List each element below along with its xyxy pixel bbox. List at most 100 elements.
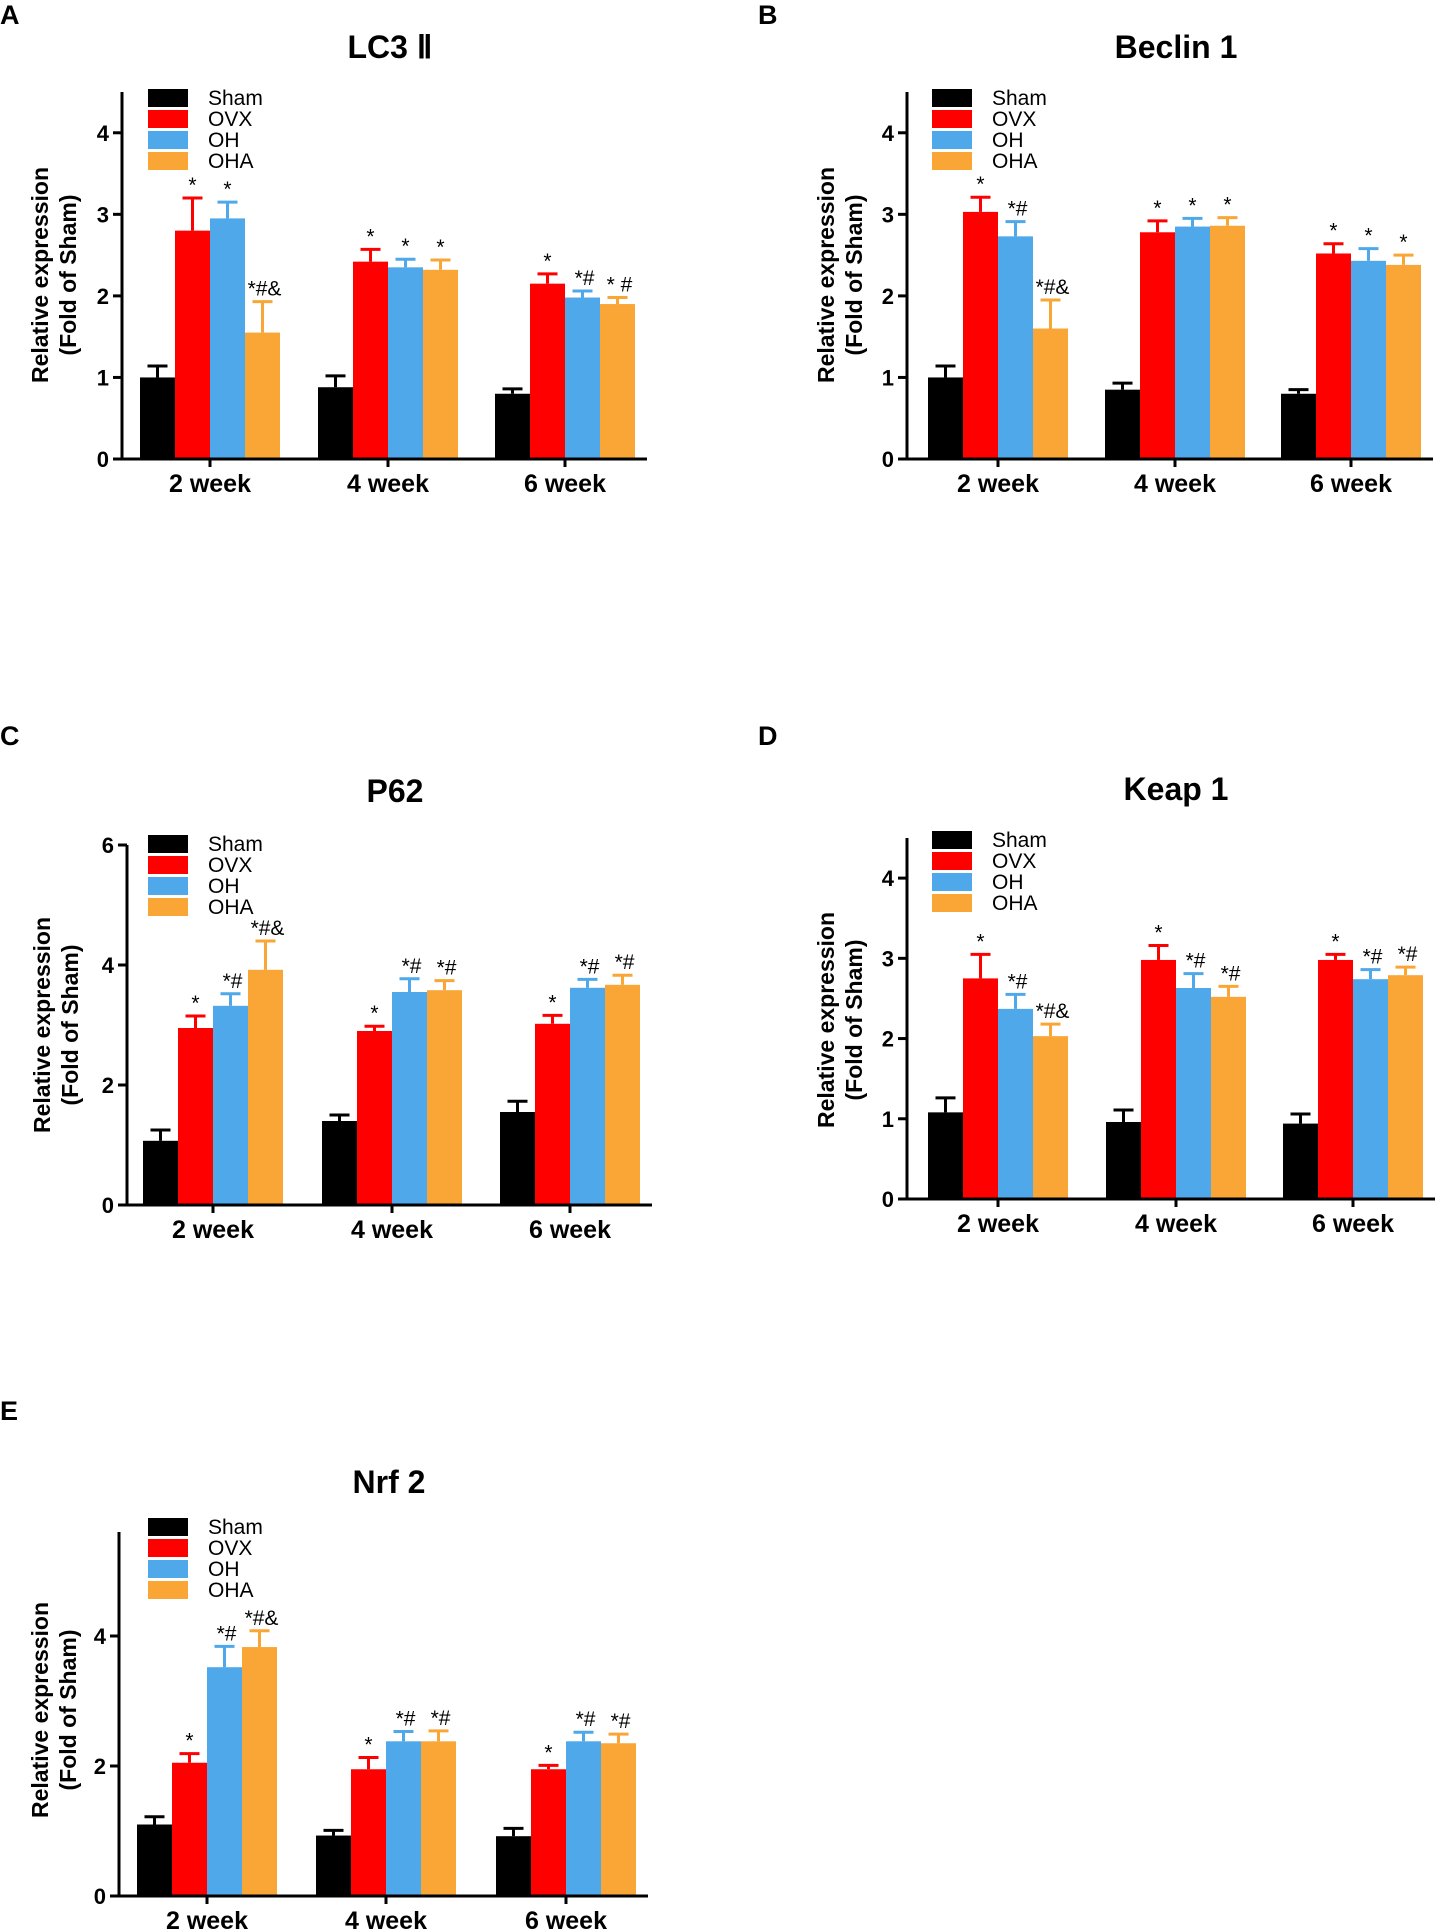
chart-title: Beclin 1 xyxy=(1115,29,1238,65)
significance-label: * xyxy=(1329,220,1337,243)
y-tick-label: 4 xyxy=(97,121,110,146)
y-tick-label: 0 xyxy=(94,1884,106,1909)
significance-label: *#& xyxy=(1036,276,1070,299)
x-tick-label: 6 week xyxy=(525,1907,607,1929)
legend-label-oh: OH xyxy=(992,871,1024,894)
bar-oha-2 xyxy=(1210,225,1245,459)
bar-sham-3 xyxy=(1281,393,1316,459)
legend-label-ovx: OVX xyxy=(992,108,1036,131)
y-tick-label: 0 xyxy=(97,447,109,472)
legend-swatch-oh xyxy=(148,1560,188,1578)
x-tick-label: 4 week xyxy=(1134,470,1216,498)
legend-swatch-ovx xyxy=(932,852,972,870)
legend-label-oh: OH xyxy=(208,1558,240,1581)
significance-label: * xyxy=(1154,921,1162,944)
y-axis-label-line1: Relative expression xyxy=(813,912,839,1128)
legend-label-oh: OH xyxy=(992,129,1024,152)
chart-title: Nrf 2 xyxy=(353,1464,426,1500)
x-tick-label: 2 week xyxy=(957,470,1039,498)
significance-label: * xyxy=(191,992,199,1015)
legend-label-oha: OHA xyxy=(208,1579,254,1602)
significance-label: *#& xyxy=(251,917,285,940)
bar-oha-2 xyxy=(423,269,458,459)
y-axis-label-line2: (Fold of Sham) xyxy=(841,940,867,1101)
significance-label: * xyxy=(548,991,556,1014)
bar-oh-2 xyxy=(392,992,427,1205)
x-tick-label: 4 week xyxy=(1135,1210,1217,1238)
significance-label: * xyxy=(188,174,196,197)
chart-title: P62 xyxy=(367,773,424,809)
bar-ovx-1 xyxy=(172,1762,207,1896)
significance-label: * xyxy=(543,250,551,273)
significance-label: *#& xyxy=(1036,1000,1070,1023)
significance-label: *# xyxy=(431,1707,451,1730)
bar-oh-1 xyxy=(213,1005,248,1205)
bar-oh-3 xyxy=(1351,260,1386,459)
significance-label: *# xyxy=(223,970,243,993)
legend-swatch-ovx xyxy=(932,110,972,128)
bar-oha-3 xyxy=(1388,975,1423,1199)
y-tick-label: 2 xyxy=(102,1073,114,1098)
legend-label-ovx: OVX xyxy=(208,108,252,131)
bar-oh-3 xyxy=(566,1741,601,1896)
legend-swatch-ovx xyxy=(148,856,188,874)
legend-label-ovx: OVX xyxy=(208,1537,252,1560)
significance-label: *# xyxy=(1221,962,1241,985)
bar-oh-2 xyxy=(1176,988,1211,1199)
bar-sham-3 xyxy=(495,393,530,459)
bar-oh-1 xyxy=(998,236,1033,459)
bar-oha-3 xyxy=(600,304,635,459)
significance-label: * xyxy=(370,1002,378,1025)
significance-label: * xyxy=(436,236,444,259)
significance-label: *#& xyxy=(245,1607,279,1630)
significance-label: *# xyxy=(217,1622,237,1645)
bar-ovx-3 xyxy=(1318,959,1353,1199)
significance-label: *# xyxy=(402,955,422,978)
significance-label: *# xyxy=(575,267,595,290)
legend-label-oha: OHA xyxy=(992,150,1038,173)
bar-oh-1 xyxy=(998,1008,1033,1199)
legend-swatch-oh xyxy=(932,873,972,891)
significance-label: *# xyxy=(615,951,635,974)
bar-ovx-2 xyxy=(1141,959,1176,1199)
bar-ovx-2 xyxy=(353,261,388,459)
bar-ovx-3 xyxy=(535,1023,570,1205)
y-tick-label: 0 xyxy=(882,447,894,472)
y-axis-label-line2: (Fold of Sham) xyxy=(55,195,81,356)
y-tick-label: 4 xyxy=(102,953,115,978)
x-tick-label: 4 week xyxy=(345,1907,427,1929)
y-axis-label-line2: (Fold of Sham) xyxy=(841,195,867,356)
significance-label: * xyxy=(366,225,374,248)
legend-swatch-oha xyxy=(932,152,972,170)
bar-sham-1 xyxy=(928,377,963,459)
significance-label: *# xyxy=(580,955,600,978)
legend-label-oha: OHA xyxy=(208,150,254,173)
bar-ovx-1 xyxy=(175,230,210,459)
bar-oha-3 xyxy=(601,1743,636,1896)
y-tick-label: 4 xyxy=(882,121,895,146)
significance-label: * xyxy=(1399,231,1407,254)
legend-swatch-oha xyxy=(932,894,972,912)
bar-oha-2 xyxy=(421,1741,456,1896)
bar-ovx-2 xyxy=(351,1769,386,1896)
y-axis-label: Relative expression(Fold of Sham) xyxy=(27,1602,81,1818)
legend-label-oh: OH xyxy=(208,129,240,152)
significance-label: * xyxy=(1364,225,1372,248)
significance-label: *# xyxy=(576,1708,596,1731)
bar-oh-1 xyxy=(210,218,245,459)
bar-sham-1 xyxy=(928,1112,963,1199)
legend-swatch-oh xyxy=(148,131,188,149)
significance-label: *# xyxy=(396,1708,416,1731)
y-axis-label-line2: (Fold of Sham) xyxy=(55,1630,81,1791)
significance-label: * xyxy=(1153,197,1161,220)
significance-label: * xyxy=(544,1741,552,1764)
legend-swatch-ovx xyxy=(148,1539,188,1557)
x-tick-label: 2 week xyxy=(169,470,251,498)
bar-oh-3 xyxy=(565,297,600,459)
panel-letter: A xyxy=(0,0,20,30)
significance-label: * xyxy=(185,1730,193,1753)
y-tick-label: 1 xyxy=(882,1107,894,1132)
legend-swatch-ovx xyxy=(148,110,188,128)
legend-swatch-sham xyxy=(932,89,972,107)
